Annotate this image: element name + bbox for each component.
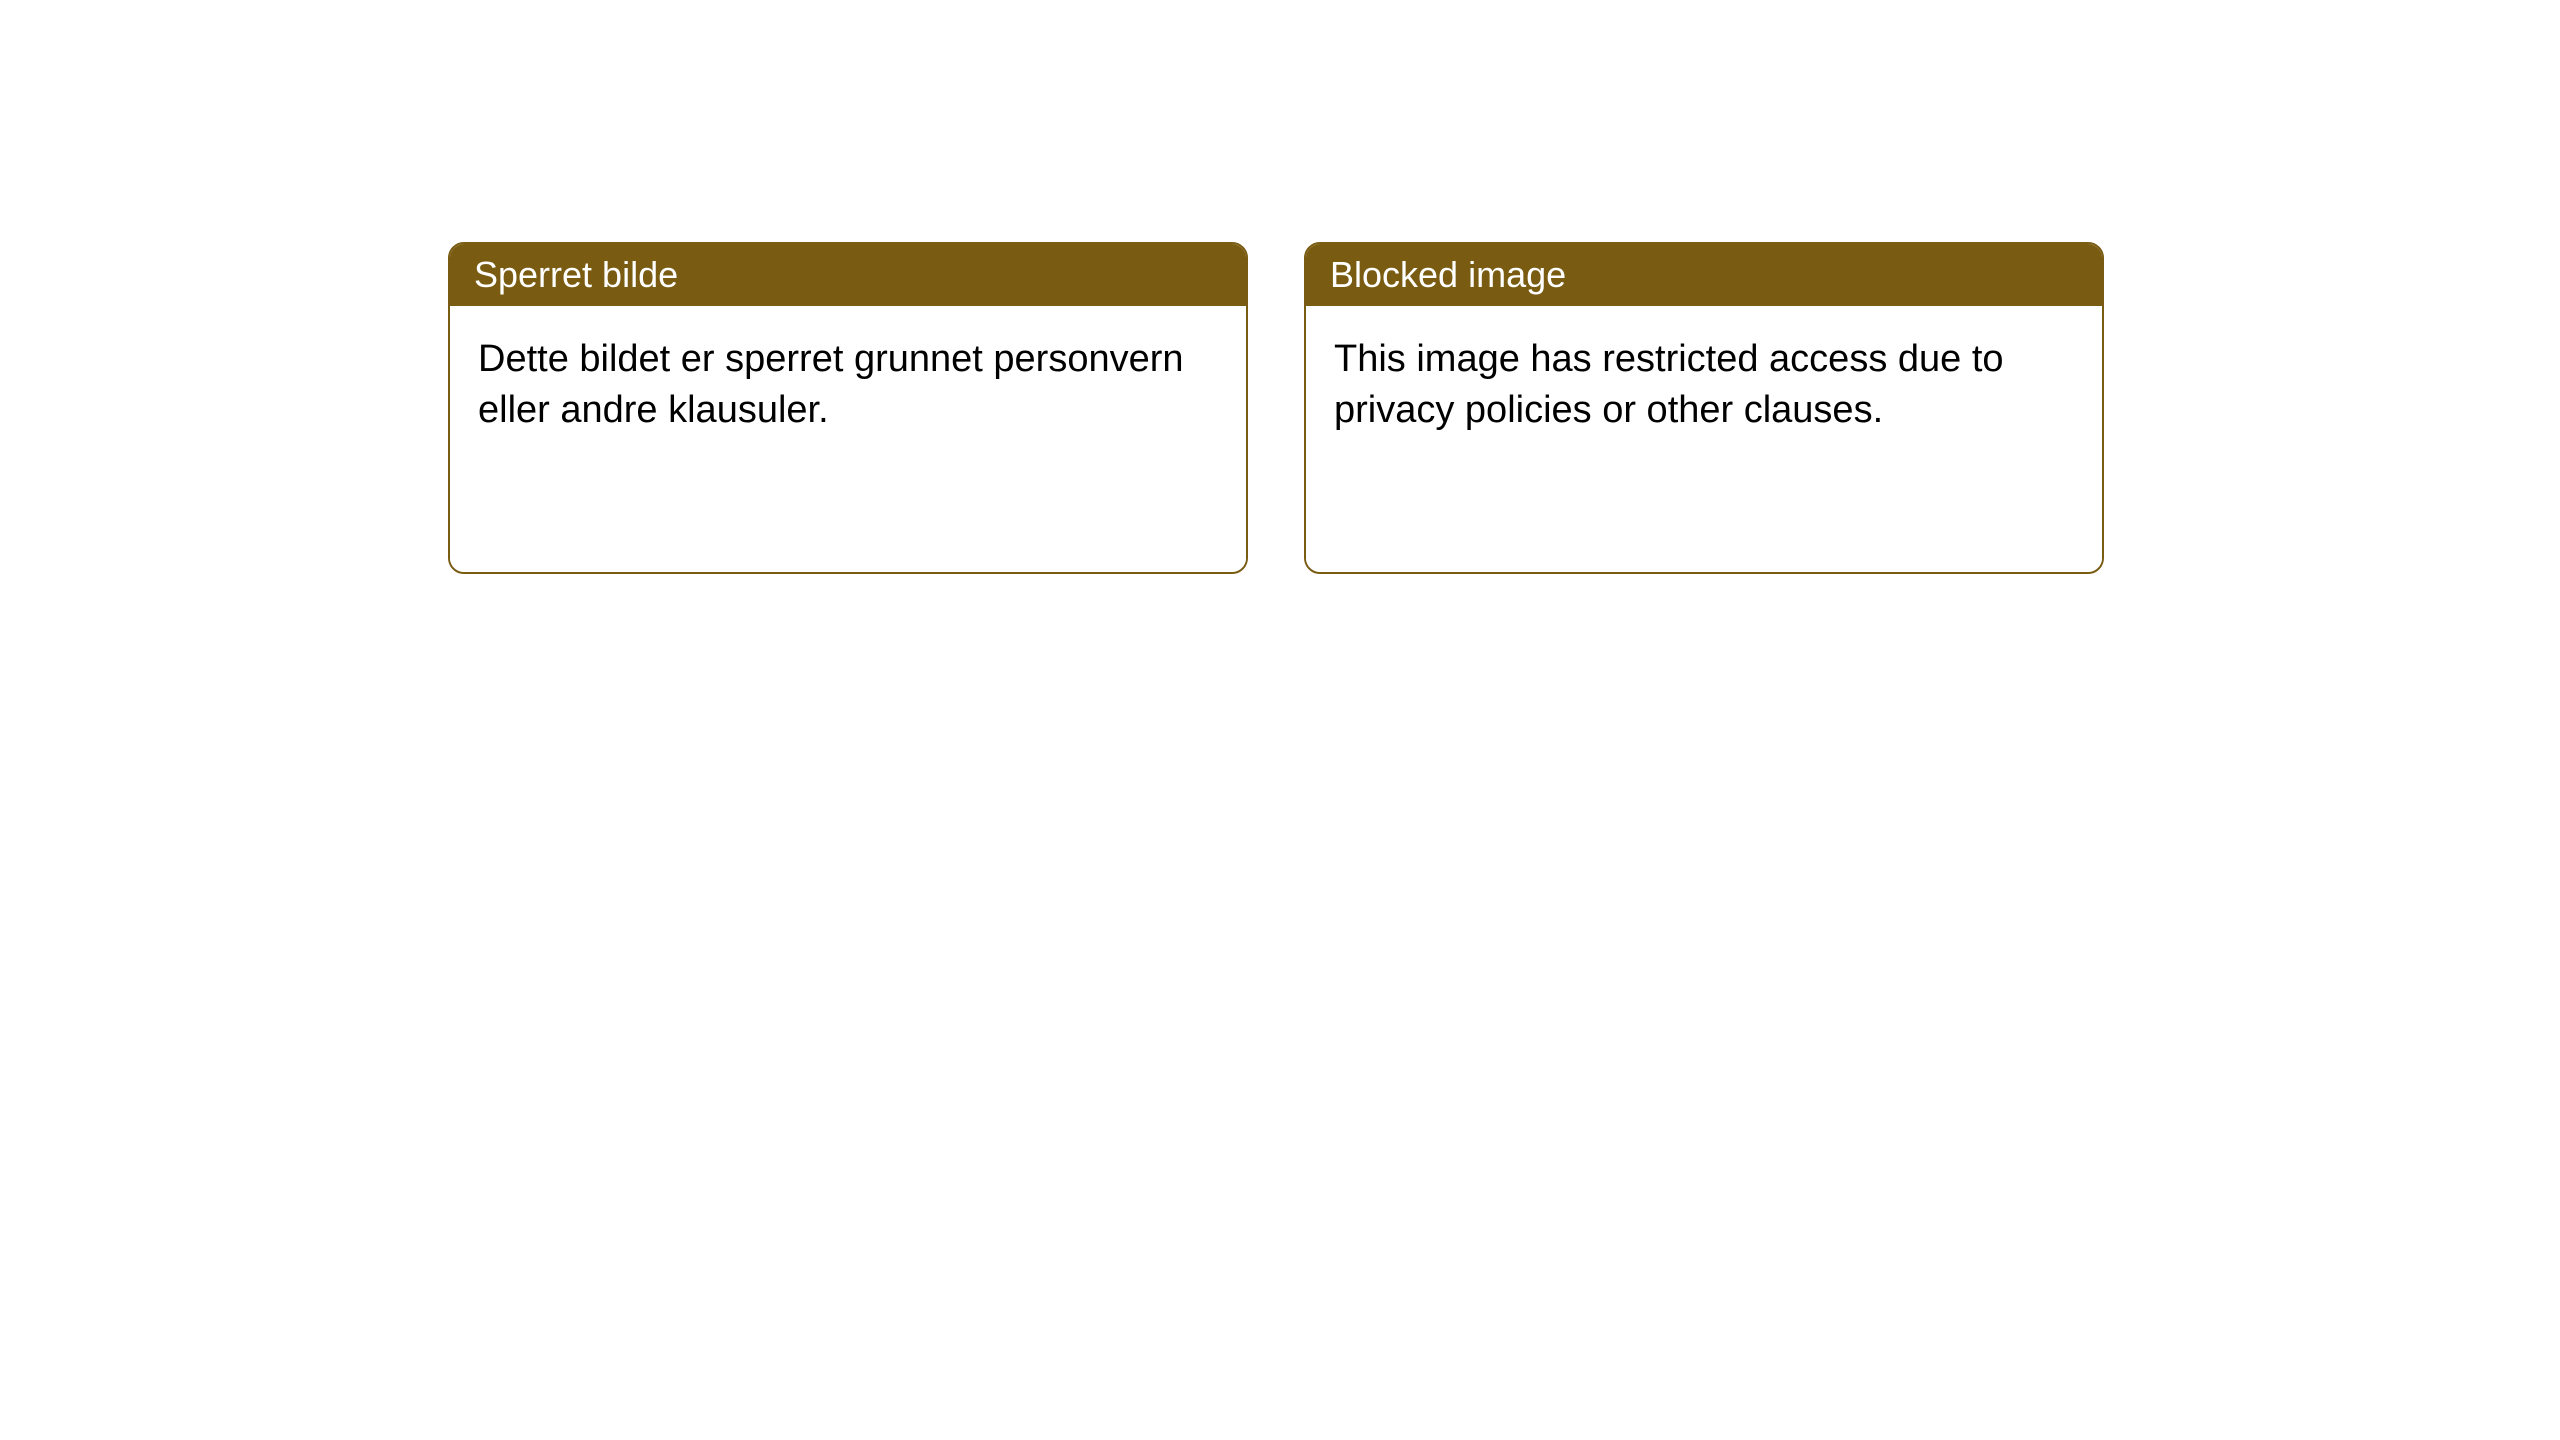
notice-container: Sperret bilde Dette bildet er sperret gr… bbox=[448, 242, 2104, 574]
notice-card-en: Blocked image This image has restricted … bbox=[1304, 242, 2104, 574]
notice-header-en: Blocked image bbox=[1306, 244, 2102, 306]
notice-body-en: This image has restricted access due to … bbox=[1306, 306, 2102, 572]
notice-header-no: Sperret bilde bbox=[450, 244, 1246, 306]
notice-header-text-en: Blocked image bbox=[1330, 254, 1566, 295]
notice-body-text-no: Dette bildet er sperret grunnet personve… bbox=[478, 334, 1218, 437]
notice-header-text-no: Sperret bilde bbox=[474, 254, 678, 295]
notice-body-text-en: This image has restricted access due to … bbox=[1334, 334, 2074, 437]
notice-body-no: Dette bildet er sperret grunnet personve… bbox=[450, 306, 1246, 572]
notice-card-no: Sperret bilde Dette bildet er sperret gr… bbox=[448, 242, 1248, 574]
